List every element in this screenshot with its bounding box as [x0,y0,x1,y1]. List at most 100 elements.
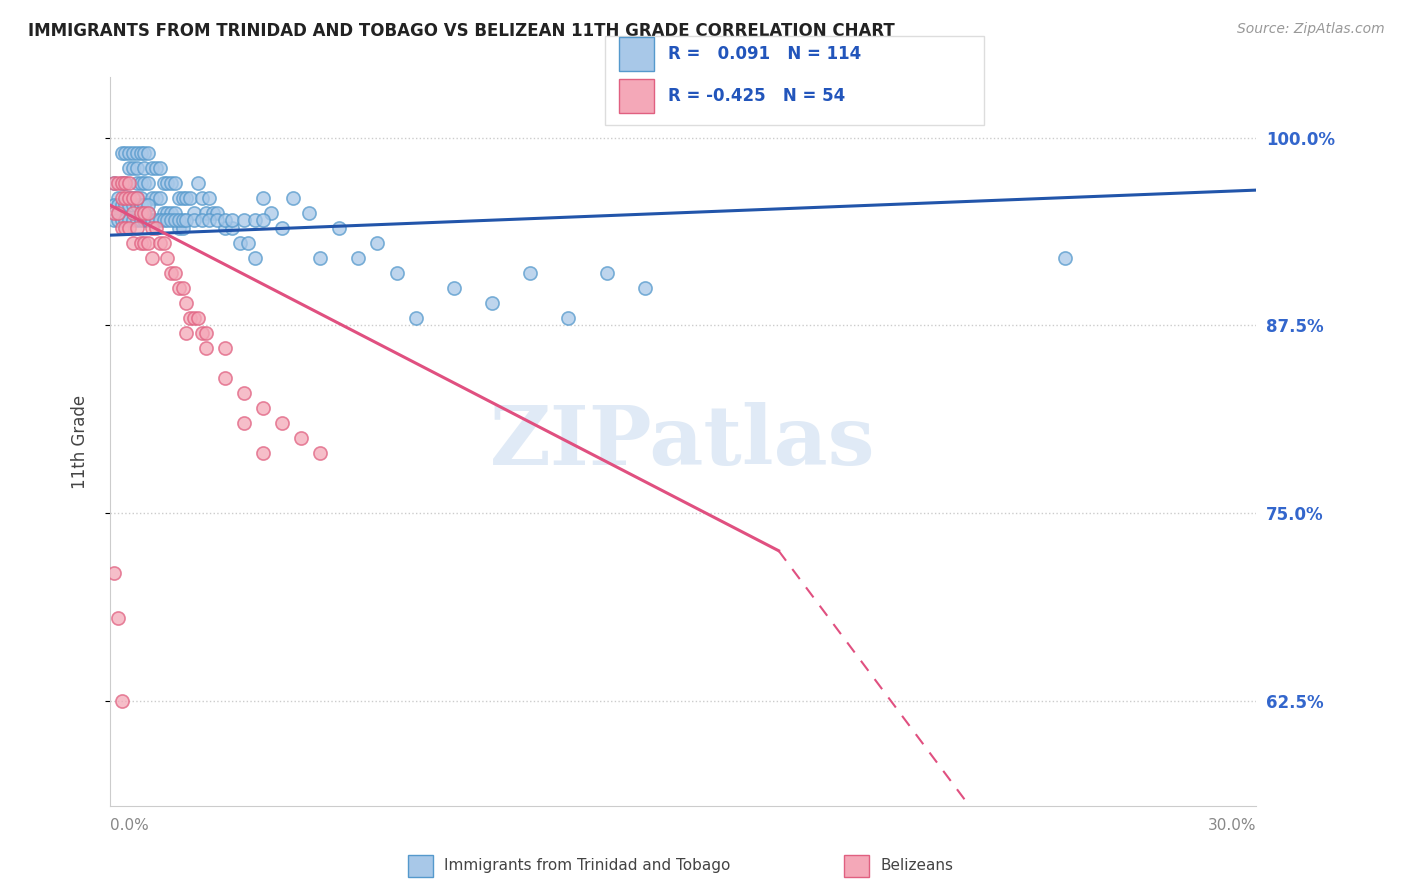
Point [129,191,152,205]
Point [198,191,221,205]
Point [114,145,136,160]
Point [134,145,156,160]
Point [160,176,183,190]
Point [309,251,332,265]
Point [122,161,145,175]
Point [163,213,186,227]
Point [122,235,145,250]
Point [172,220,194,235]
Point [103,176,125,190]
Point [122,198,145,212]
Point [141,220,163,235]
Text: R =   0.091   N = 114: R = 0.091 N = 114 [668,45,860,63]
Point [205,213,228,227]
Point [103,198,125,212]
Point [149,191,172,205]
Point [160,266,183,280]
Point [443,281,465,295]
Point [134,176,156,190]
Point [179,310,201,325]
Point [141,213,163,227]
Point [252,446,274,460]
Point [214,213,236,227]
Point [145,213,167,227]
Point [271,220,294,235]
Point [221,213,243,227]
Point [107,198,129,212]
Point [141,251,163,265]
Point [114,213,136,227]
Point [176,213,198,227]
Point [156,176,179,190]
Point [176,326,198,340]
Point [110,213,132,227]
Point [167,191,190,205]
Point [114,176,136,190]
Point [271,416,294,430]
Point [167,213,190,227]
Point [205,205,228,219]
Point [107,213,129,227]
Point [134,205,156,219]
Point [110,694,132,708]
Point [134,198,156,212]
Point [145,220,167,235]
Point [152,176,174,190]
Text: 30.0%: 30.0% [1208,818,1256,833]
Point [160,205,183,219]
Point [134,205,156,219]
Point [125,220,148,235]
Point [385,266,408,280]
Point [129,213,152,227]
Point [118,191,141,205]
Point [141,191,163,205]
Point [245,213,267,227]
Point [134,161,156,175]
Point [110,220,132,235]
Point [145,161,167,175]
Point [163,176,186,190]
Point [118,220,141,235]
Point [214,341,236,355]
Point [107,611,129,625]
Point [107,176,129,190]
Point [163,205,186,219]
Point [122,191,145,205]
Point [214,371,236,385]
Point [122,191,145,205]
Point [481,295,503,310]
Point [107,191,129,205]
Point [107,205,129,219]
Text: R = -0.425   N = 54: R = -0.425 N = 54 [668,87,845,105]
Point [167,281,190,295]
Point [122,145,145,160]
Point [347,251,370,265]
Point [176,191,198,205]
Point [236,235,259,250]
Point [114,198,136,212]
Point [118,176,141,190]
Y-axis label: 11th Grade: 11th Grade [72,394,89,489]
Point [172,213,194,227]
Point [167,220,190,235]
Point [125,176,148,190]
Point [160,213,183,227]
Point [557,310,579,325]
Point [298,205,321,219]
Point [110,191,132,205]
Point [309,446,332,460]
Point [110,176,132,190]
Point [187,310,209,325]
Point [103,566,125,581]
Point [232,416,254,430]
Point [129,235,152,250]
Point [125,161,148,175]
Point [252,213,274,227]
Point [136,205,159,219]
Point [136,235,159,250]
Point [125,198,148,212]
Point [1053,251,1076,265]
Point [194,205,217,219]
Point [183,310,205,325]
Point [405,310,427,325]
